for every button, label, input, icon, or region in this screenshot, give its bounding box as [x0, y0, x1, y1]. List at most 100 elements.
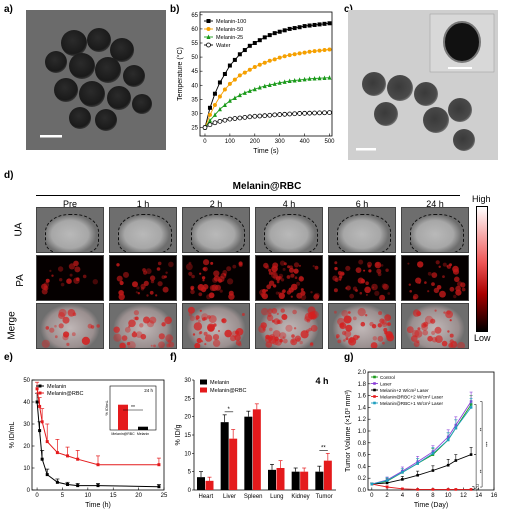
x-tick-label: 10 — [445, 493, 452, 499]
x-tick-label: 10 — [85, 493, 92, 499]
panel-label-e: e) — [4, 352, 13, 363]
x-tick-label: Kidney — [291, 494, 309, 500]
data-point — [35, 387, 39, 391]
inset-particle — [443, 21, 481, 63]
timepoint-label: 24 h — [426, 199, 444, 209]
data-point — [76, 484, 80, 488]
data-point — [317, 22, 322, 27]
y-axis-label: Tumor Volume (×10³ mm³) — [345, 390, 352, 472]
chart-g-tumor-volume: 0.0 0.2 0.4 0.6 0.8 1.0 1.2 1.4 1.6 1.8 2.0 0 2 4 6 8 10… — [345, 370, 498, 509]
scale-bar — [40, 135, 62, 138]
y-tick-label: 20 — [23, 444, 30, 450]
data-point — [212, 112, 217, 117]
data-point — [317, 110, 322, 116]
y-tick-label: 20 — [184, 415, 191, 421]
data-point — [267, 82, 272, 87]
pa-signal-graphic — [334, 308, 395, 348]
y-tick-label: 0.8 — [358, 441, 367, 447]
data-point — [322, 110, 327, 116]
data-point — [282, 28, 287, 33]
data-point — [96, 463, 100, 467]
data-point — [252, 41, 257, 45]
y-tick-label: 0.2 — [358, 476, 367, 482]
y-tick-label: 1.4 — [358, 405, 367, 411]
data-point — [302, 24, 307, 29]
data-point — [227, 116, 233, 122]
tumor-outline — [191, 214, 245, 252]
pa-signal-graphic — [41, 260, 98, 295]
data-point — [307, 49, 312, 54]
plot-frame — [199, 11, 333, 137]
pa-scan-image — [255, 255, 323, 301]
y-tick-label: 40 — [191, 83, 198, 89]
data-point — [327, 21, 332, 26]
legend-marker — [373, 388, 376, 392]
chart-f-biodistribution: 0 5 10 15 20 25 30 % ID/g 4 h Heart Liver Spleen Lun… — [175, 376, 336, 500]
data-point — [232, 95, 237, 100]
data-point — [267, 33, 272, 38]
data-point — [66, 483, 70, 486]
data-point — [282, 111, 288, 117]
data-point — [232, 57, 237, 62]
data-point — [370, 482, 374, 486]
legend-swatch — [200, 387, 207, 393]
legend-marker — [206, 42, 211, 48]
tem-image-melanin — [26, 10, 166, 150]
inset-category-label: Melanin — [137, 432, 149, 436]
data-point — [287, 78, 292, 84]
x-tick-label: 4 — [401, 493, 405, 499]
series-melanin-25 — [202, 75, 332, 130]
data-point — [247, 67, 252, 72]
data-point — [272, 57, 277, 62]
significance-bracket — [480, 401, 483, 488]
x-tick-label: 400 — [300, 139, 311, 145]
data-point — [416, 473, 419, 477]
merge-scan-image — [401, 303, 469, 349]
x-tick-label: 16 — [491, 493, 498, 499]
data-point — [252, 86, 257, 92]
y-tick-label: 15 — [184, 433, 191, 439]
bar — [229, 438, 238, 490]
bar — [276, 468, 285, 490]
data-point — [227, 81, 232, 86]
legend-marker — [38, 391, 42, 395]
data-point — [247, 43, 252, 48]
x-tick-label: 100 — [225, 139, 236, 145]
data-point — [416, 462, 419, 465]
series-line — [371, 401, 472, 485]
data-point — [454, 488, 458, 491]
ua-scan-image — [255, 207, 323, 253]
data-point — [312, 110, 317, 116]
data-point — [277, 29, 282, 34]
bar — [268, 469, 276, 490]
data-point — [45, 440, 49, 444]
significance-label: ** — [321, 445, 326, 451]
data-point — [327, 75, 332, 80]
data-point — [38, 429, 42, 433]
data-point — [262, 83, 267, 89]
series-melanin — [35, 392, 161, 489]
colorbar — [476, 206, 488, 332]
y-tick-label: 25 — [184, 396, 191, 402]
y-tick-label: 1.6 — [358, 394, 367, 400]
data-point — [317, 75, 322, 81]
bar — [197, 477, 205, 490]
x-tick-label: 0 — [35, 493, 39, 499]
bar — [244, 416, 253, 490]
panel-label-c: c) — [344, 4, 353, 15]
tumor-outline — [45, 214, 99, 252]
panel-label-b: b) — [170, 4, 180, 15]
data-point — [292, 111, 298, 117]
inset-scale-bar — [448, 67, 472, 69]
series-water — [202, 110, 332, 130]
data-point — [272, 81, 277, 86]
legend-entry: Melanin@RBC — [47, 391, 83, 397]
data-point — [212, 91, 217, 96]
data-point — [302, 110, 308, 116]
merge-scan-image — [255, 303, 323, 349]
data-point — [267, 58, 272, 63]
x-tick-label: 2 — [385, 493, 389, 499]
